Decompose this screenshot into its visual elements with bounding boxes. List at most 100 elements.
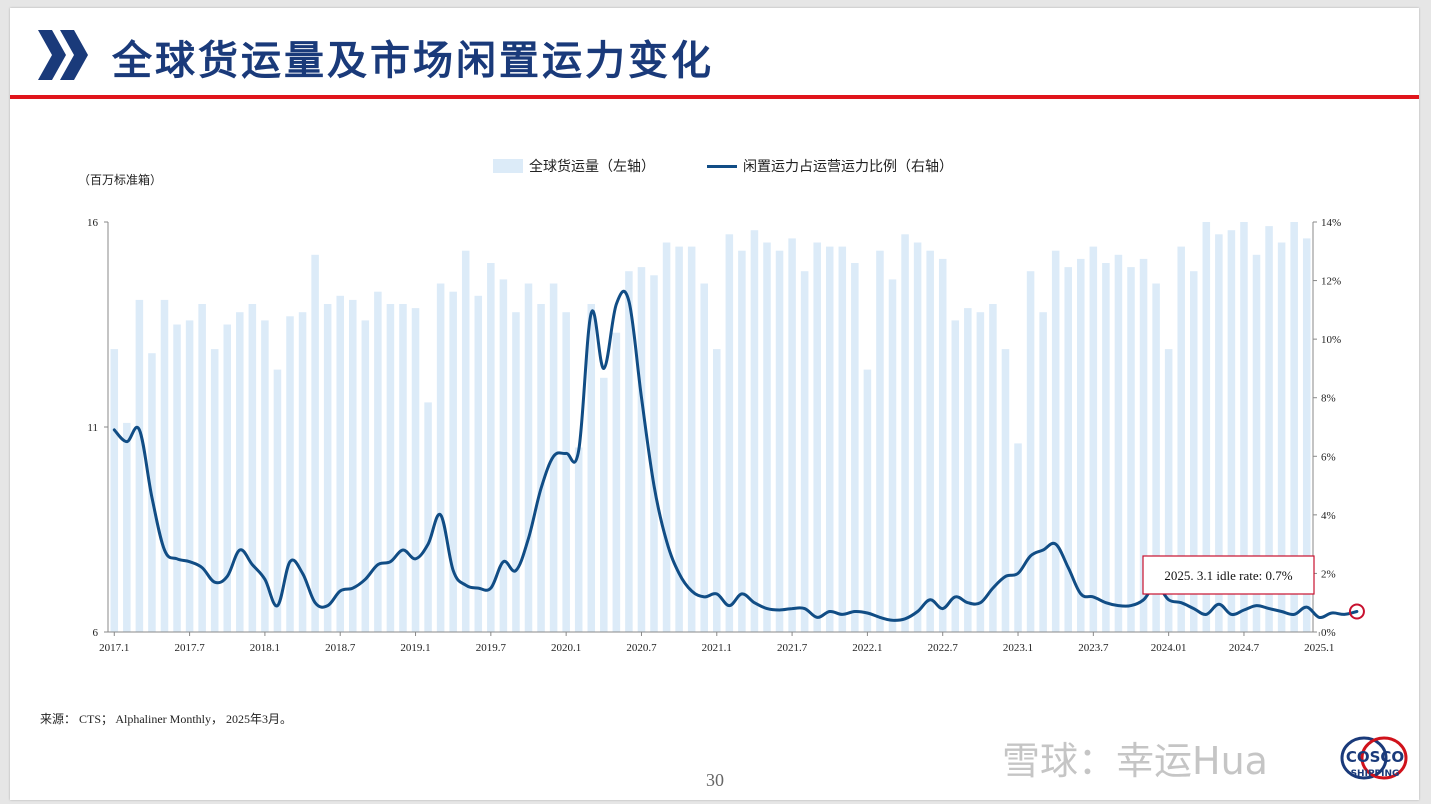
annotation-box — [1142, 555, 1315, 595]
bar — [888, 279, 897, 632]
bar — [1277, 242, 1286, 632]
bar — [1240, 222, 1248, 632]
x-axis-tick-label: 2020.7 — [626, 642, 657, 654]
bar — [675, 246, 683, 632]
legend-line-swatch — [707, 164, 737, 168]
logo-wordmark-top: COSCO — [1346, 748, 1404, 766]
bar — [687, 246, 696, 632]
bar — [1102, 263, 1110, 632]
bar — [587, 304, 596, 632]
left-axis-tick-label: 11 — [87, 422, 98, 434]
bar — [813, 242, 821, 632]
x-axis-tick-label: 2021.7 — [777, 642, 808, 654]
right-axis-tick-label: 8% — [1321, 393, 1336, 405]
bar — [750, 230, 759, 632]
bar — [261, 320, 269, 632]
bar — [336, 295, 344, 632]
bar — [788, 238, 796, 632]
bar — [838, 246, 847, 632]
bar — [537, 304, 545, 632]
bar — [399, 304, 407, 632]
bar — [198, 304, 206, 632]
bar — [223, 324, 232, 632]
bar — [1026, 271, 1035, 632]
x-axis-tick-label: 2017.7 — [174, 642, 205, 654]
x-axis-tick-label: 2023.7 — [1078, 642, 1109, 654]
x-axis-tick-label: 2018.1 — [250, 642, 280, 654]
legend-line-label: 闲置运力占运营运力比例（右轴） — [743, 159, 953, 175]
bar — [349, 299, 357, 632]
logo-wordmark-bottom: SHIPPING — [1351, 769, 1400, 779]
x-axis-tick-label: 2019.7 — [476, 642, 507, 654]
bar — [1051, 250, 1060, 632]
bar — [499, 279, 508, 632]
bar — [461, 250, 470, 632]
annotation-text: 2025. 3.1 idle rate: 0.7% — [1164, 568, 1292, 583]
bar — [600, 377, 608, 632]
bar — [989, 304, 997, 632]
bar — [1089, 246, 1098, 632]
bar — [1001, 349, 1010, 632]
bar — [311, 254, 319, 633]
bar — [738, 250, 746, 632]
bar — [436, 283, 445, 632]
bar — [374, 291, 382, 632]
bar — [964, 308, 972, 632]
bar — [110, 349, 119, 632]
bar — [1189, 271, 1198, 632]
chart: 6 11 16 0% 2% 4% 6% 8% 10% 12% 14% 2017.1 2017.7 2018… — [87, 217, 1365, 654]
bar — [1139, 258, 1148, 632]
x-axis-tick-label: 2021.1 — [702, 642, 732, 654]
bar — [361, 320, 370, 632]
x-axis-tick-label: 2024.7 — [1229, 642, 1260, 654]
latest-point-marker — [1348, 603, 1365, 620]
bar — [637, 267, 646, 632]
idle-rate-line — [112, 289, 1359, 622]
bar — [273, 369, 282, 632]
watermark-text: 雪球：幸运Hua — [1002, 739, 1268, 783]
bar — [248, 304, 257, 632]
x-axis-tick-label: 2017.1 — [99, 642, 129, 654]
bar — [323, 304, 332, 632]
bar — [763, 242, 771, 632]
bar — [1202, 222, 1211, 632]
source-note: 来源： CTS； Alphaliner Monthly， 2025年3月。 — [40, 712, 293, 726]
title-divider — [10, 95, 1419, 99]
right-axis-tick-label: 6% — [1321, 451, 1336, 463]
cosco-shipping-logo: COSCO SHIPPING — [1340, 736, 1408, 780]
x-axis-tick-label: 2019.1 — [400, 642, 430, 654]
left-axis-tick-label: 16 — [87, 217, 99, 229]
x-axis-tick-label: 2018.7 — [325, 642, 356, 654]
bar — [135, 299, 144, 632]
bar — [286, 316, 294, 632]
left-axis-unit-label: （百万标准箱） — [78, 173, 163, 187]
bar — [1152, 283, 1160, 632]
double-chevron-icon — [38, 30, 88, 80]
page-title: 全球货运量及市场闲置运力变化 — [112, 38, 714, 84]
bar — [1290, 222, 1298, 632]
bar — [1164, 349, 1173, 632]
legend-bar-swatch — [493, 159, 523, 173]
bar — [562, 312, 570, 632]
bar — [160, 299, 169, 632]
bar — [487, 263, 495, 632]
right-axis-tick-label: 10% — [1321, 334, 1341, 346]
right-axis-tick-label: 0% — [1321, 627, 1336, 639]
bar — [1252, 254, 1261, 633]
x-axis-tick-label: 2020.1 — [551, 642, 581, 654]
bar — [938, 258, 947, 632]
bar — [449, 291, 457, 632]
bar — [1227, 230, 1236, 632]
bar — [1077, 258, 1085, 632]
x-axis-tick-label: 2023.1 — [1003, 642, 1033, 654]
bar — [298, 312, 307, 632]
bar — [662, 242, 671, 632]
bar — [123, 422, 131, 632]
slide: 全球货运量及市场闲置运力变化 （百万标准箱） 全球货运量（左轴） 闲置运力占运营… — [10, 8, 1419, 800]
right-axis-tick-label: 2% — [1321, 568, 1336, 580]
bar — [386, 304, 395, 632]
bar — [976, 312, 985, 632]
bar — [1039, 312, 1047, 632]
bar — [612, 332, 621, 632]
right-axis-tick-label: 12% — [1321, 276, 1341, 288]
